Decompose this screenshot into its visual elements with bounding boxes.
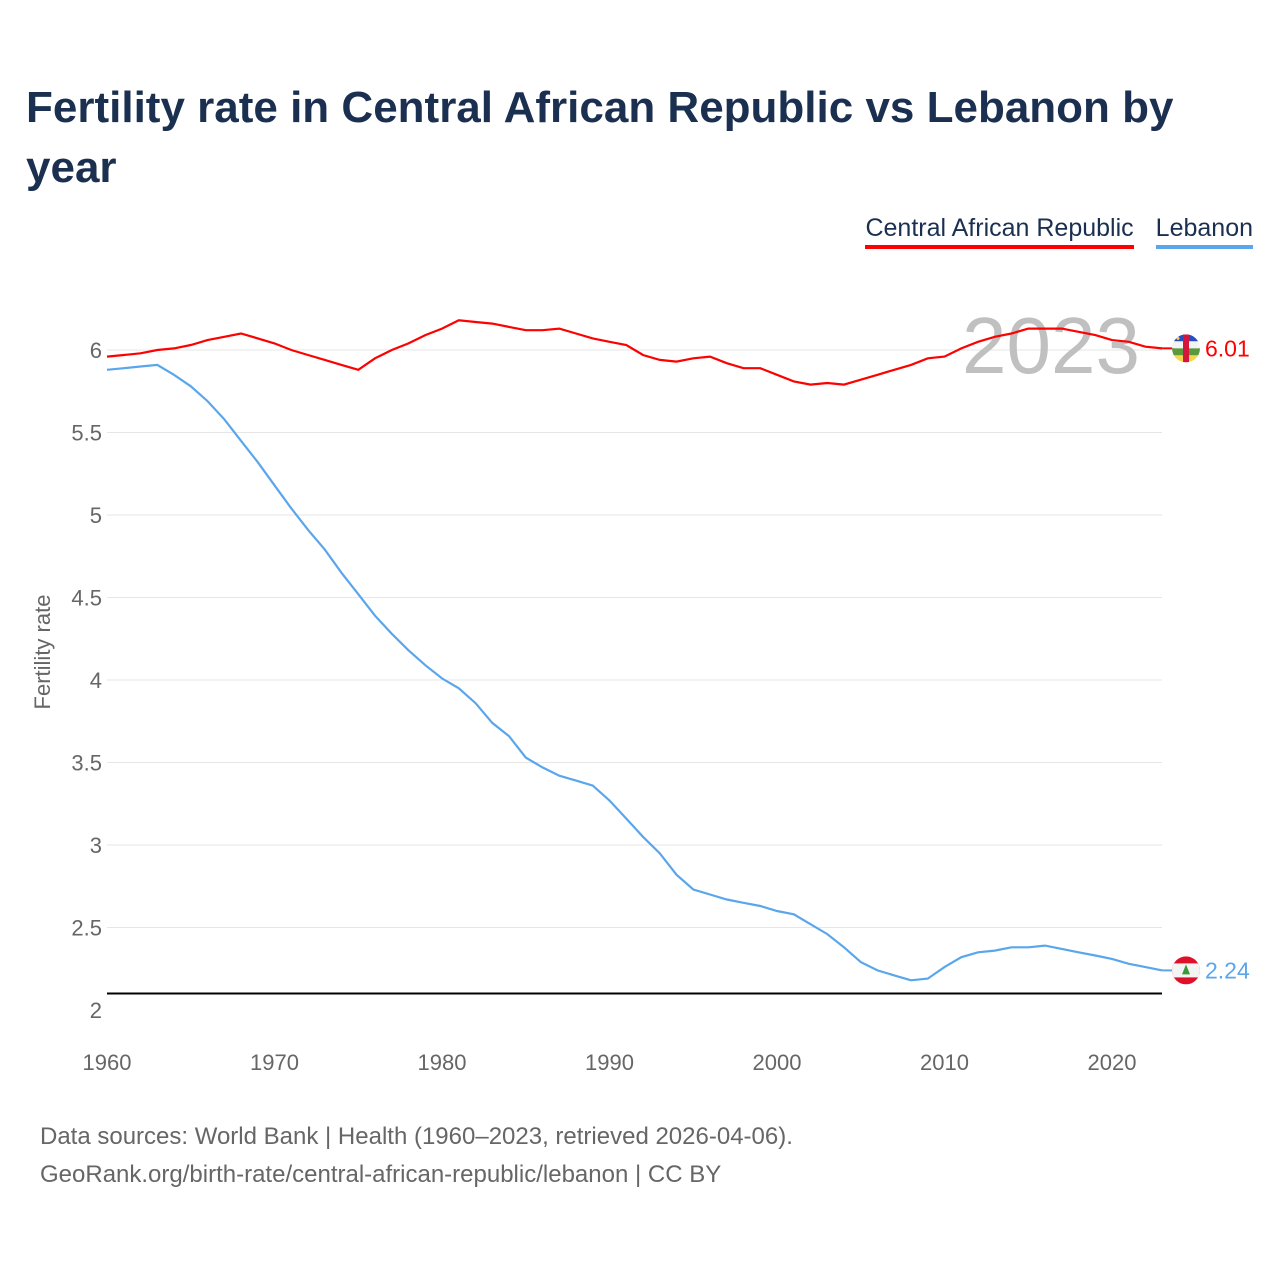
- chart-title: Fertility rate in Central African Republ…: [26, 83, 1174, 192]
- end-value-label: 2.24: [1205, 957, 1250, 983]
- x-tick-label: 1990: [585, 1050, 634, 1075]
- y-tick-label: 4.5: [71, 586, 102, 611]
- series-line-central-african-republic: [106, 319, 1163, 386]
- end-value-label: 6.01: [1205, 335, 1250, 361]
- legend-item-lebanon[interactable]: Lebanon: [1155, 214, 1253, 249]
- y-tick-label: 5.5: [71, 421, 102, 446]
- year-watermark: 2023: [962, 301, 1140, 390]
- lebanon-flag-icon: [1172, 956, 1200, 985]
- car-flag-icon: [1172, 334, 1200, 363]
- footer: Data sources: World Bank | Health (1960–…: [40, 1118, 793, 1194]
- attribution-link[interactable]: GeoRank.org/birth-rate/central-african-r…: [40, 1161, 722, 1188]
- y-tick-label: 3: [90, 833, 102, 858]
- x-tick-label: 1970: [250, 1050, 299, 1075]
- x-tick-label: 2000: [753, 1050, 802, 1075]
- legend-item-central-african-republic[interactable]: Central African Republic: [865, 214, 1134, 249]
- y-tick-label: 4: [90, 668, 102, 693]
- y-tick-label: 2: [90, 998, 102, 1023]
- series-line-lebanon: [106, 363, 1163, 982]
- data-source-text: Data sources: World Bank | Health (1960–…: [40, 1123, 793, 1150]
- x-tick-label: 2010: [920, 1050, 969, 1075]
- x-tick-label: 1960: [83, 1050, 132, 1075]
- y-tick-label: 5: [90, 503, 102, 528]
- x-tick-label: 2020: [1088, 1050, 1137, 1075]
- y-tick-label: 3.5: [71, 751, 102, 776]
- legend: Central African Republic Lebanon: [865, 214, 1253, 249]
- y-axis-label: Fertility rate: [30, 595, 55, 710]
- x-tick-label: 1980: [418, 1050, 467, 1075]
- y-tick-label: 6: [90, 338, 102, 363]
- y-tick-label: 2.5: [71, 916, 102, 941]
